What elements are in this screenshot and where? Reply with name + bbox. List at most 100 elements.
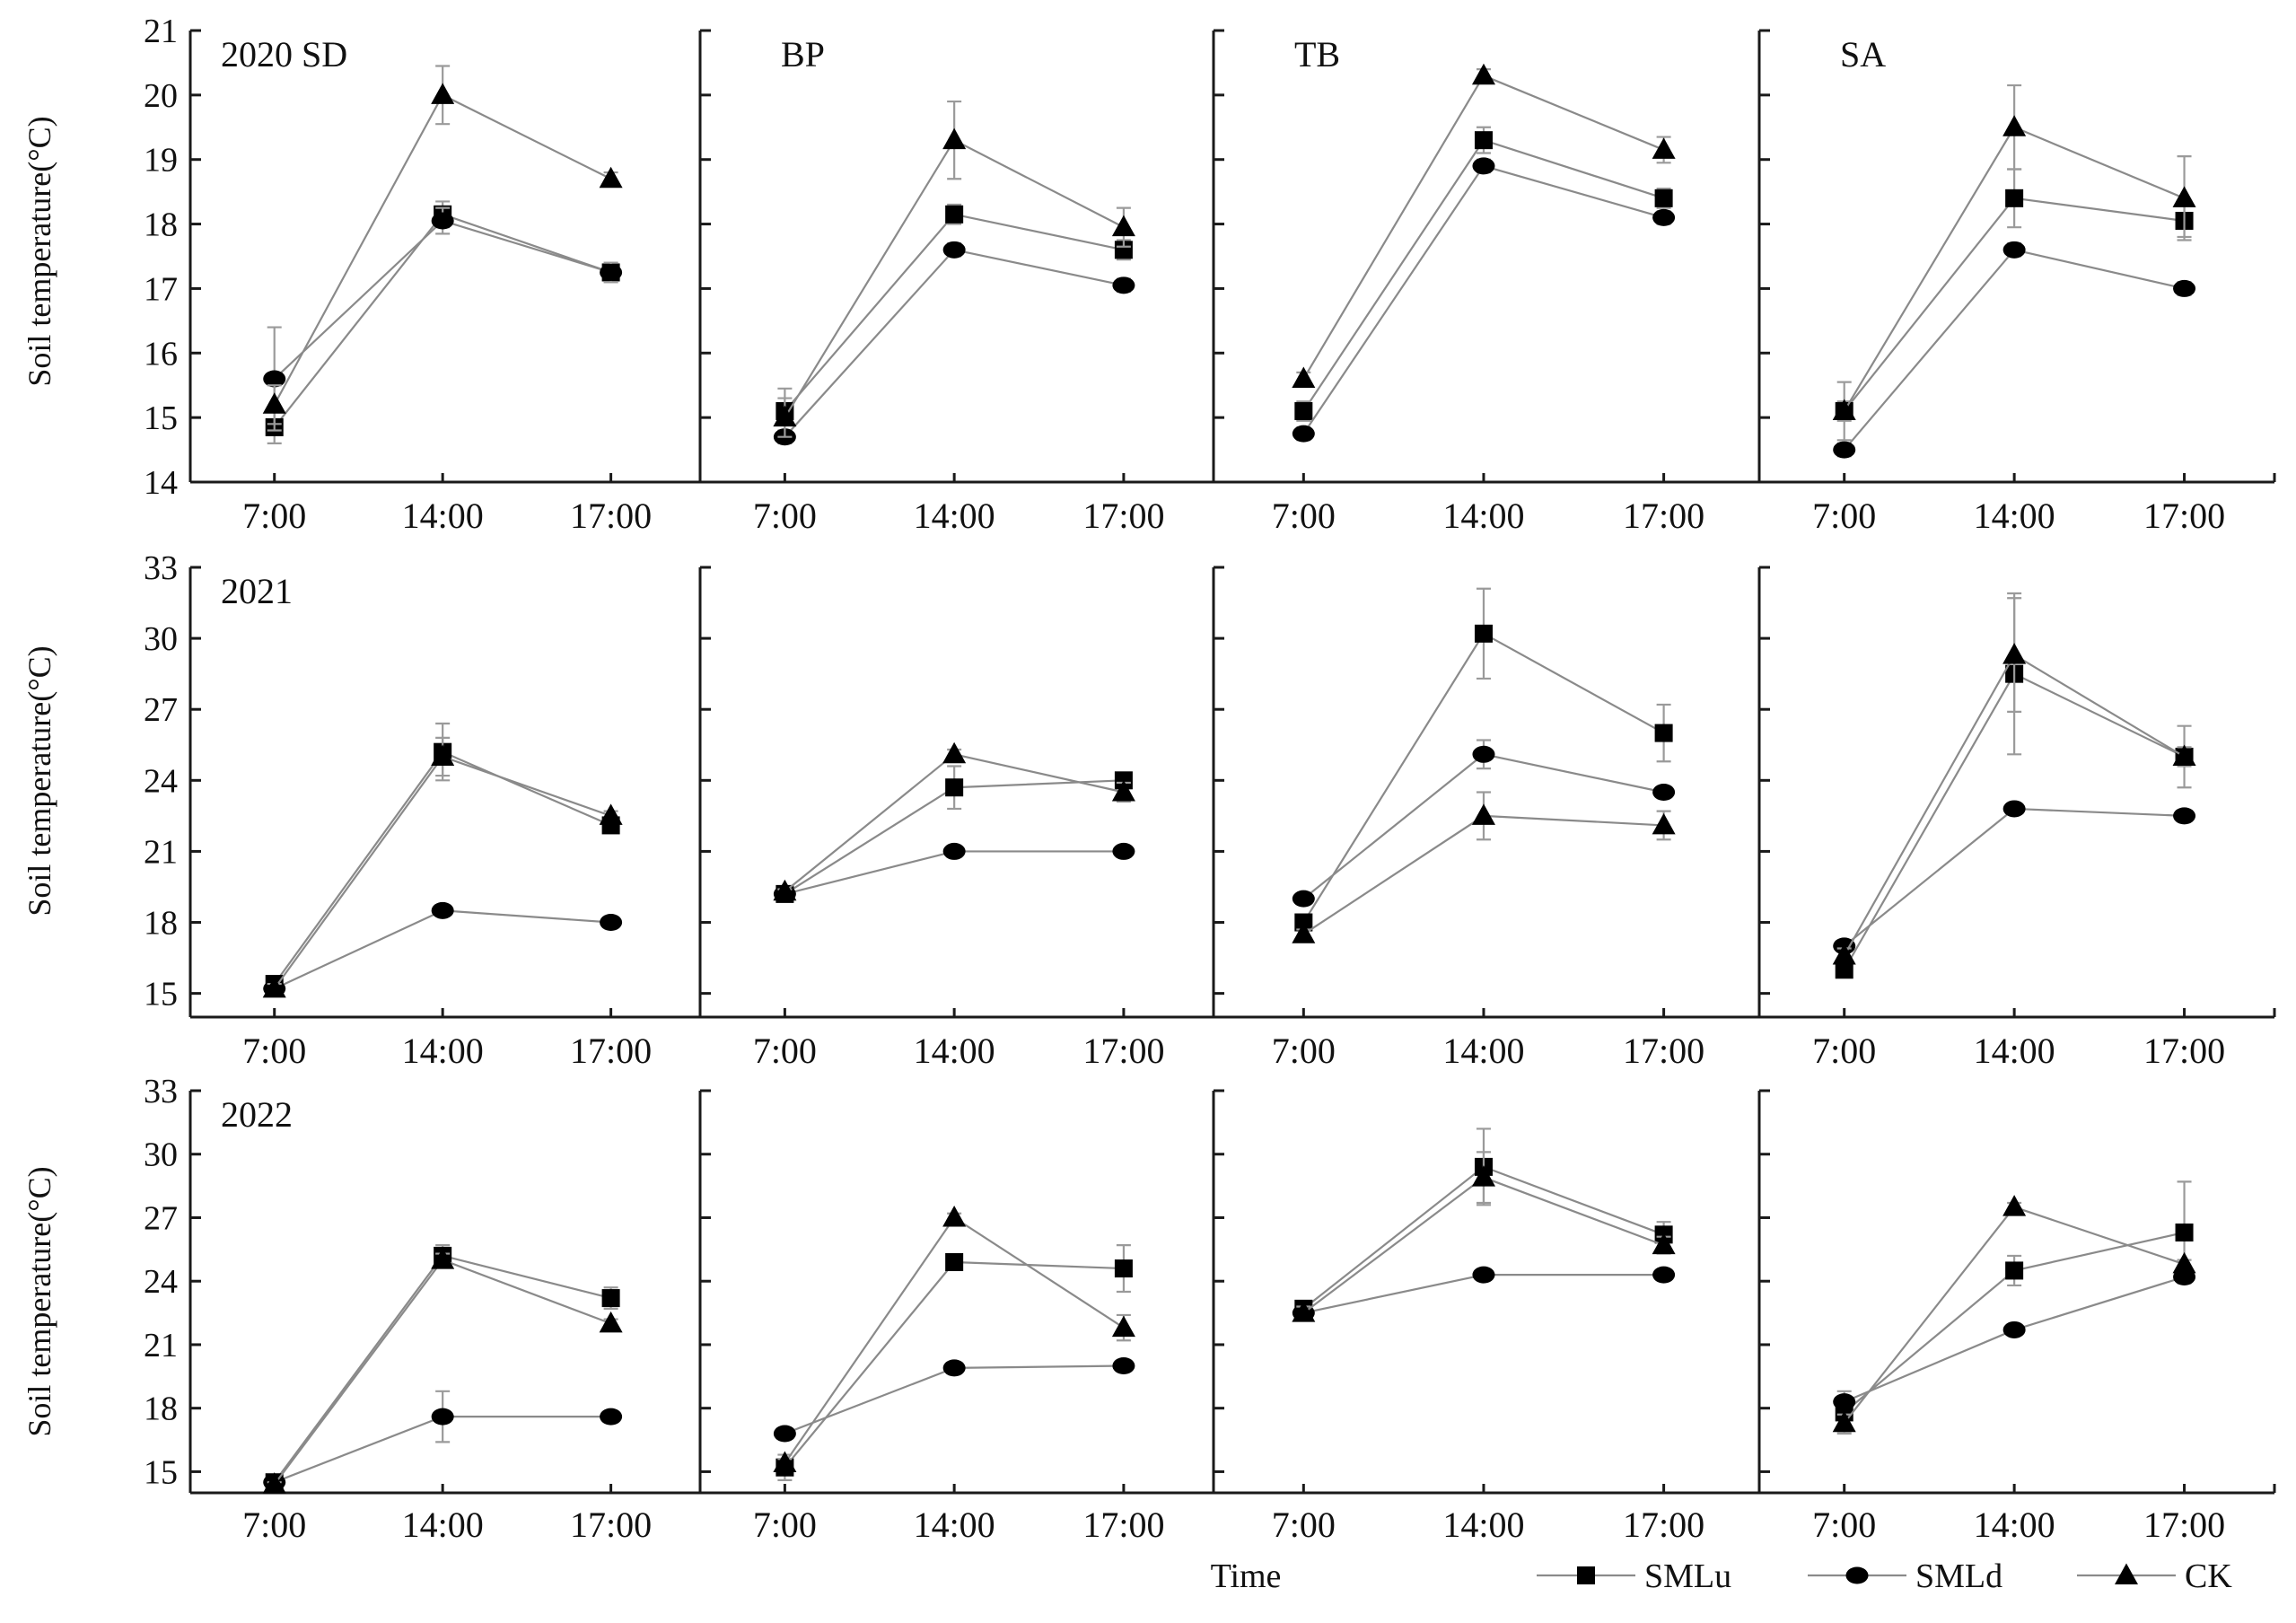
- panel-2020-sd-ck-line: [273, 93, 612, 406]
- panel-2020-bp-xtick-label: 17:00: [1082, 496, 1164, 536]
- panel-2021-bp-ck-point: [773, 879, 797, 901]
- panel-2020-tb-smlu-point: [1474, 131, 1493, 150]
- panel-2022-bp-smld-point: [942, 1359, 966, 1377]
- panel-2021-sd-ytick-label: 33: [144, 549, 178, 587]
- panel-2020-tb: 7:00 14:00 17:00 TB: [1212, 29, 1759, 536]
- panel-2020-tb-smlu-point: [1294, 401, 1313, 420]
- panel-2021-tb-xtick-label: 14:00: [1442, 1031, 1524, 1071]
- panel-2020-sa-xtick-label: 7:00: [1812, 496, 1876, 536]
- panel-2020-bp-label: BP: [781, 34, 825, 75]
- legend-marker-square: [1577, 1566, 1595, 1584]
- panel-2021-tb-smlu-point: [1654, 724, 1673, 742]
- panel-2021-sa-smld-point: [2173, 807, 2196, 825]
- panel-2020-sd: 14 15 16 17 18 19 20 21 7:00 14:00 17:00 2020 SD: [144, 13, 700, 536]
- panel-2022-bp-xtick-label: 7:00: [753, 1505, 817, 1545]
- panel-2020-sa-smlu-line: [1843, 197, 2185, 412]
- panel-2021-sd-smld-line: [274, 909, 611, 990]
- panel-2021-bp-smld-point: [942, 842, 966, 860]
- panel-2020-sa-smld-point: [2002, 241, 2026, 259]
- panel-2021-bp-ck-point: [942, 741, 967, 764]
- panel-2020-sd-xtick-label: 7:00: [242, 496, 306, 536]
- legend-marker-triangle: [2115, 1563, 2138, 1584]
- panel-2021-sd-xtick-label: 7:00: [242, 1031, 306, 1071]
- panel-2020-sa-smlu-point: [2005, 189, 2024, 207]
- panel-2021-bp-xtick-label: 7:00: [753, 1031, 817, 1071]
- panel-2021-sa-ck-point: [2002, 643, 2027, 664]
- panel-2021-bp-xtick-label: 17:00: [1082, 1031, 1164, 1071]
- panel-2021-tb-smld-point: [1472, 745, 1495, 763]
- panel-2022-sd-ytick-label: 18: [144, 1391, 178, 1428]
- panel-2020-sd-ck-point: [262, 392, 286, 414]
- panel-2020-sa-smld-point: [1833, 441, 1856, 459]
- panel-2021-sd-ytick-label: 21: [144, 833, 178, 871]
- panel-2020-sa-xtick-label: 17:00: [2143, 496, 2225, 536]
- panel-2022-bp-smld-point: [773, 1425, 796, 1443]
- panel-2022-sa-xtick-label: 7:00: [1812, 1505, 1876, 1545]
- panel-2021-sa-ck-point: [1832, 943, 1856, 965]
- panel-2021-bp-smlu-point: [945, 778, 964, 797]
- panel-2021-tb-ck-point: [1471, 803, 1495, 825]
- panel-2021-sd-ck-point: [262, 976, 286, 998]
- panel-2022-tb-ck-point: [1292, 1301, 1316, 1322]
- panel-2021-sa-smld-line: [1844, 807, 2185, 947]
- panel-2022-sa: 7:00 14:00 17:00: [1757, 1089, 2276, 1545]
- panel-2022-bp-xtick-label: 17:00: [1082, 1505, 1164, 1545]
- panel-2022-sa-smlu-point: [2005, 1261, 2024, 1280]
- panel-2022-sd-ck-point: [599, 1311, 623, 1333]
- panel-2021-tb-smld-point: [1652, 784, 1676, 801]
- panel-2020-sa: 7:00 14:00 17:00 SA: [1757, 29, 2276, 536]
- panel-2020-sd-ck-point: [599, 166, 623, 189]
- panel-2022-bp-ck-point: [773, 1451, 797, 1472]
- panel-2022-sd-ytick-label: 24: [144, 1263, 178, 1301]
- panel-2020-sd-ytick-label: 14: [144, 464, 178, 502]
- panel-2021-sa: 7:00 14:00 17:00: [1757, 566, 2276, 1071]
- panel-2021-tb-smld-point: [1292, 890, 1315, 908]
- panel-2021-sd-smlu-line: [273, 750, 612, 985]
- panel-2021-bp-ck-point: [1111, 780, 1135, 802]
- panel-2022-bp-smld-point: [1112, 1357, 1135, 1375]
- panel-2021-sd-ck-point: [431, 744, 455, 766]
- panel-2022-sd-ytick-label: 33: [144, 1073, 178, 1110]
- panel-2020-bp-xtick-label: 14:00: [914, 496, 995, 536]
- panel-2022-sa-smlu-point: [2175, 1223, 2194, 1241]
- panel-2020-bp-smlu-point: [1114, 241, 1133, 259]
- panel-2022-sd-xtick-label: 14:00: [402, 1505, 484, 1545]
- panel-2021-sd-ytick-label: 27: [144, 691, 178, 729]
- legend-label: CK: [2185, 1557, 2232, 1595]
- panel-2022-sa-smld-point: [1833, 1393, 1856, 1411]
- panel-2022-tb: 7:00 14:00 17:00: [1212, 1089, 1759, 1545]
- panel-2021-bp-smld-point: [1112, 842, 1135, 860]
- panel-2022-bp-ck-point: [1111, 1315, 1135, 1338]
- panel-2021-sd-ytick-label: 15: [144, 976, 178, 1013]
- panel-2022-sa-ck-point: [2172, 1251, 2196, 1274]
- panel-2022-sd-ck-point: [262, 1472, 286, 1494]
- x-axis-title: Time: [1211, 1557, 1282, 1595]
- panel-2021-sd-ck-line: [273, 755, 611, 990]
- panel-2022-bp-smlu-point: [1114, 1259, 1133, 1278]
- panel-2022-sd-ytick-label: 15: [144, 1453, 178, 1491]
- y-axis-title-2020: Soil temperature(°C): [22, 116, 57, 386]
- panel-2022-sd-smlu-line: [273, 1254, 611, 1483]
- panel-2022-tb-xtick-label: 14:00: [1442, 1505, 1524, 1545]
- panel-2020-tb-xtick-label: 7:00: [1272, 496, 1336, 536]
- panel-2022-tb-ck-point: [1652, 1233, 1676, 1255]
- panel-2020-sd-ytick-label: 18: [144, 206, 178, 244]
- panel-2021-sa-xtick-label: 14:00: [1974, 1031, 2055, 1071]
- panel-2022-tb-smld-point: [1472, 1266, 1495, 1284]
- panel-2020-sd-ytick-label: 21: [144, 13, 178, 50]
- panel-2021-tb-xtick-label: 7:00: [1272, 1031, 1336, 1071]
- panel-2020-tb-ck-point: [1292, 366, 1316, 389]
- panel-2021-sd-label: 2021: [221, 571, 293, 611]
- panel-2022-bp-ck-point: [942, 1205, 967, 1227]
- panel-2022-sa-smld-point: [2002, 1320, 2026, 1338]
- y-axis-titles: Soil temperature(°C) Soil temperature(°C…: [22, 116, 57, 1436]
- legend-item-smlu: SMLu: [1537, 1557, 1731, 1595]
- panel-2021-sd-ck-point: [599, 803, 623, 825]
- panel-2022-sd-xtick-label: 7:00: [242, 1505, 306, 1545]
- panel-2020-sd-xtick-label: 14:00: [402, 496, 484, 536]
- panel-2022-sa-ck-point: [1832, 1410, 1856, 1433]
- panel-2021-sa-ck-point: [2172, 744, 2196, 766]
- panel-2020-sd-smld-point: [600, 263, 623, 281]
